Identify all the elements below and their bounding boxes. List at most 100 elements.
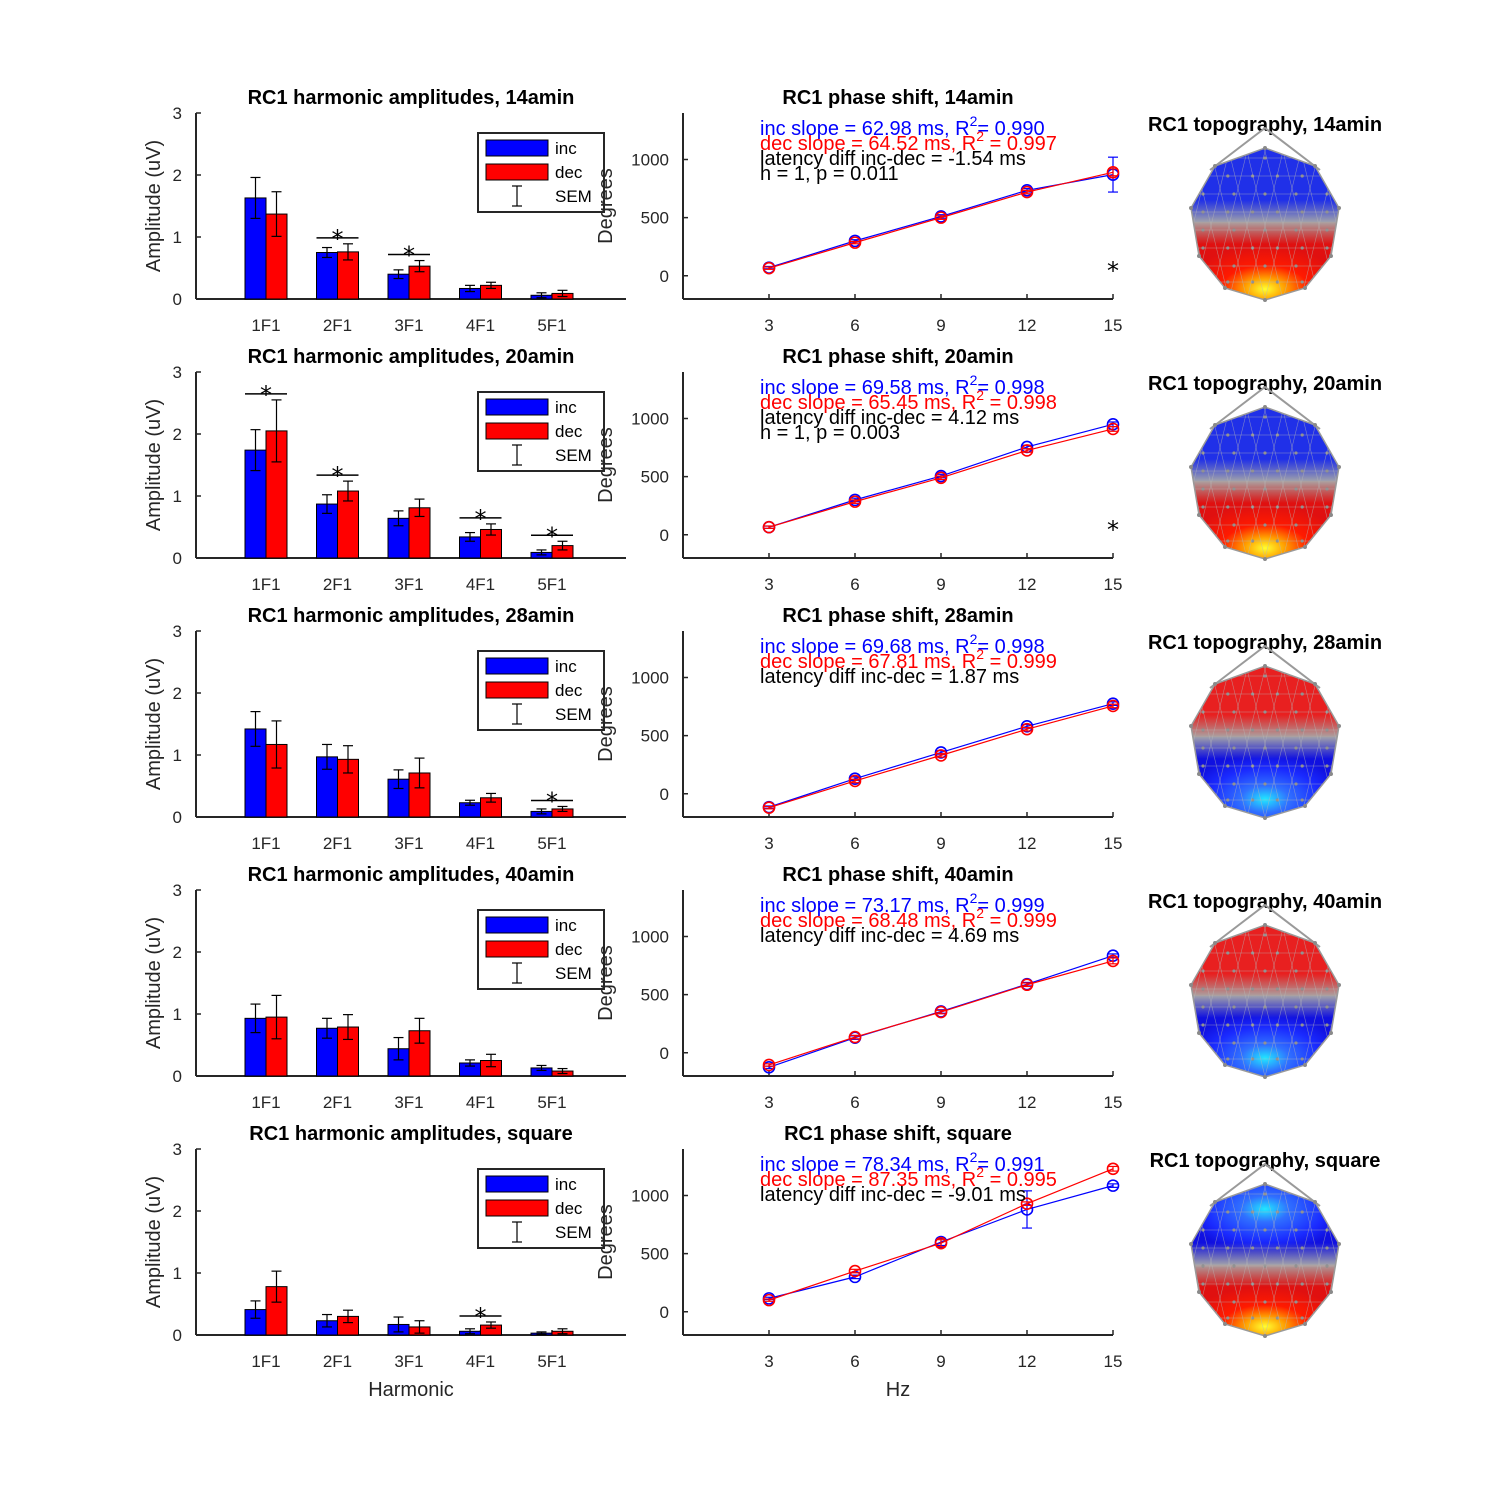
amp-title: RC1 harmonic amplitudes, square xyxy=(249,1123,572,1145)
topo-nose-outline xyxy=(1209,385,1321,430)
amp-x-tick-label: 1F1 xyxy=(251,575,280,594)
phase-annotation-2: latency diff inc-dec = 1.87 ms xyxy=(760,666,1019,688)
amp-x-tick-label: 2F1 xyxy=(323,834,352,853)
phase-sig-star: * xyxy=(1107,257,1119,285)
topo-electrode xyxy=(1325,280,1329,284)
amp-x-tick-label: 2F1 xyxy=(323,1093,352,1112)
sig-star-3F1: * xyxy=(403,242,415,270)
legend-swatch-inc xyxy=(485,1175,549,1193)
legend-label-dec: dec xyxy=(555,681,583,700)
phase-x-tick-label: 3 xyxy=(764,575,773,594)
topo-electrode xyxy=(1325,433,1329,437)
phase-point-dec xyxy=(1106,422,1120,436)
phase-x-tick-label: 3 xyxy=(764,316,773,335)
legend-label-sem: SEM xyxy=(555,1223,592,1242)
legend-label-inc: inc xyxy=(555,1175,577,1194)
topo-title: RC1 topography, square xyxy=(1150,1150,1381,1172)
amp-y-tick-label: 3 xyxy=(173,881,182,900)
phase-point-dec xyxy=(934,1005,948,1019)
topo-title: RC1 topography, 40amin xyxy=(1148,891,1382,913)
phase-line-dec xyxy=(768,171,1114,269)
topo-mesh-line xyxy=(1280,148,1322,300)
amp-y-label: Amplitude (uV) xyxy=(143,917,165,1049)
topo-mesh-line xyxy=(1226,148,1268,300)
panel-topo-20amin: RC1 topography, 20amin xyxy=(1148,373,1382,561)
topo-edge-electrode xyxy=(1189,206,1193,210)
phase-x-tick-label: 9 xyxy=(936,834,945,853)
phase-point-dec xyxy=(934,1236,948,1250)
topo-edge-electrode xyxy=(1313,423,1317,427)
phase-title: RC1 phase shift, 14amin xyxy=(782,87,1013,109)
legend-swatch-dec xyxy=(485,163,549,181)
topo-electrode xyxy=(1325,1057,1329,1061)
topo-electrode xyxy=(1325,415,1329,419)
amp-y-tick-label: 1 xyxy=(173,487,182,506)
legend-swatch-dec xyxy=(485,940,549,958)
topo-map xyxy=(1191,148,1339,300)
panel-topo-14amin: RC1 topography, 14amin xyxy=(1148,114,1382,302)
topo-electrode xyxy=(1325,156,1329,160)
phase-title: RC1 phase shift, 20amin xyxy=(782,346,1013,368)
topo-electrode xyxy=(1325,264,1329,268)
topo-edge-electrode xyxy=(1329,772,1333,776)
topo-electrode xyxy=(1201,782,1205,786)
topo-electrode xyxy=(1201,539,1205,543)
phase-point-dec xyxy=(762,520,776,534)
phase-y-tick-label: 1000 xyxy=(631,1187,669,1206)
topo-edge-electrode xyxy=(1223,1322,1227,1326)
amp-y-tick-label: 3 xyxy=(173,1140,182,1159)
topo-electrode xyxy=(1201,692,1205,696)
topo-electrode xyxy=(1201,951,1205,955)
topo-edge-electrode xyxy=(1197,1031,1201,1035)
phase-point-dec xyxy=(1020,978,1034,992)
phase-line-inc xyxy=(768,174,1114,269)
topo-edge-electrode xyxy=(1263,923,1267,927)
amp-x-tick-label: 3F1 xyxy=(394,316,423,335)
phase-y-label: Degrees xyxy=(595,427,617,503)
topo-electrode xyxy=(1201,674,1205,678)
phase-x-tick-label: 12 xyxy=(1018,316,1037,335)
topo-nose-outline xyxy=(1209,644,1321,689)
amp-x-tick-label: 4F1 xyxy=(466,316,495,335)
topo-electrode xyxy=(1325,933,1329,937)
phase-x-tick-label: 12 xyxy=(1018,1093,1037,1112)
phase-annotation-1: dec slope = 65.45 ms, R2 = 0.998 xyxy=(760,387,1057,414)
topo-edge-electrode xyxy=(1313,682,1317,686)
topo-mesh-line xyxy=(1280,666,1322,818)
topo-electrode xyxy=(1201,1192,1205,1196)
phase-point-dec xyxy=(1106,954,1120,968)
topo-mesh-line xyxy=(1244,925,1286,1077)
legend-label-inc: inc xyxy=(555,139,577,158)
phase-x-tick-label: 15 xyxy=(1104,1093,1123,1112)
topo-edge-electrode xyxy=(1303,804,1307,808)
legend-label-sem: SEM xyxy=(555,705,592,724)
topo-edge-electrode xyxy=(1303,545,1307,549)
legend-label-inc: inc xyxy=(555,657,577,676)
phase-x-tick-label: 9 xyxy=(936,575,945,594)
topo-edge-electrode xyxy=(1189,465,1193,469)
amp-y-tick-label: 2 xyxy=(173,943,182,962)
legend-label-dec: dec xyxy=(555,940,583,959)
topo-edge-electrode xyxy=(1329,1290,1333,1294)
topo-electrode xyxy=(1201,523,1205,527)
sig-star-2F1: * xyxy=(332,462,344,490)
amp-y-tick-label: 3 xyxy=(173,363,182,382)
topo-electrode xyxy=(1325,674,1329,678)
sig-star-5F1: * xyxy=(546,522,558,550)
topo-title: RC1 topography, 28amin xyxy=(1148,632,1382,654)
amp-x-tick-label: 2F1 xyxy=(323,575,352,594)
topo-electrode xyxy=(1325,1210,1329,1214)
phase-point-dec xyxy=(1020,444,1034,457)
sig-star-5F1: * xyxy=(546,787,558,815)
topo-edge-electrode xyxy=(1303,1063,1307,1067)
topo-edge-electrode xyxy=(1337,465,1341,469)
phase-point-dec xyxy=(1020,1197,1034,1210)
topo-electrode xyxy=(1325,539,1329,543)
topo-edge-electrode xyxy=(1263,1182,1267,1186)
topo-mesh-line xyxy=(1262,925,1304,1077)
topo-edge-electrode xyxy=(1263,405,1267,409)
topo-edge-electrode xyxy=(1263,146,1267,150)
phase-y-tick-label: 0 xyxy=(660,1303,669,1322)
sig-star-1F1: * xyxy=(260,381,272,409)
phase-y-tick-label: 0 xyxy=(660,1044,669,1063)
